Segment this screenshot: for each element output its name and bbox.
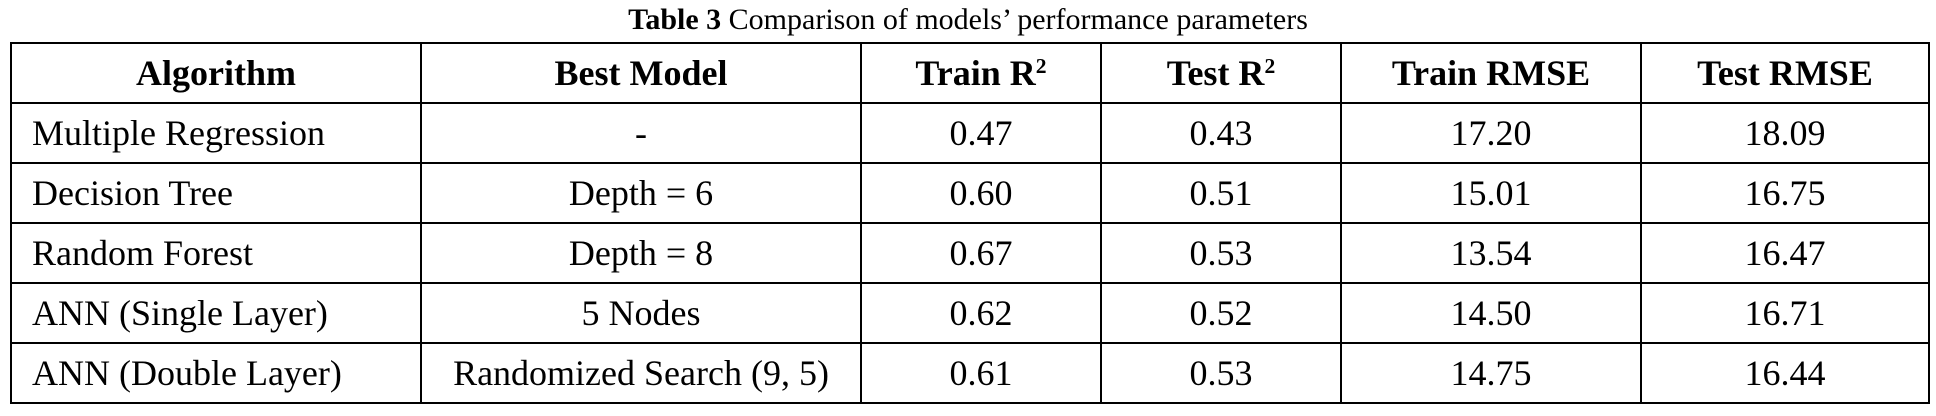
cell-test-r2: 0.43 (1100, 102, 1342, 164)
header-train-rmse: Train RMSE (1340, 42, 1642, 104)
cell-train-r2: 0.62 (860, 282, 1102, 344)
table-caption: Table 3 Comparison of models’ performanc… (0, 0, 1936, 40)
cell-algorithm: Decision Tree (10, 162, 422, 224)
cell-test-r2: 0.53 (1100, 222, 1342, 284)
table-row: ANN (Single Layer) 5 Nodes 0.62 0.52 14.… (10, 282, 1930, 344)
cell-algorithm: ANN (Single Layer) (10, 282, 422, 344)
header-test-r2: Test R2 (1100, 42, 1342, 104)
cell-train-rmse: 14.50 (1340, 282, 1642, 344)
cell-best-model: - (420, 102, 862, 164)
cell-train-r2: 0.67 (860, 222, 1102, 284)
performance-table: Algorithm Best Model Train R2 Test R2 Tr… (10, 42, 1930, 404)
cell-test-r2: 0.53 (1100, 342, 1342, 404)
table-caption-text: Comparison of models’ performance parame… (728, 3, 1308, 36)
cell-test-rmse: 16.44 (1640, 342, 1930, 404)
cell-best-model: Depth = 6 (420, 162, 862, 224)
cell-test-r2: 0.51 (1100, 162, 1342, 224)
cell-best-model: 5 Nodes (420, 282, 862, 344)
header-train-r2-superscript: 2 (1035, 54, 1047, 79)
cell-test-rmse: 16.71 (1640, 282, 1930, 344)
header-test-r2-superscript: 2 (1264, 54, 1276, 79)
cell-algorithm: Multiple Regression (10, 102, 422, 164)
table-row: Multiple Regression - 0.47 0.43 17.20 18… (10, 102, 1930, 164)
cell-train-rmse: 13.54 (1340, 222, 1642, 284)
cell-train-r2: 0.61 (860, 342, 1102, 404)
cell-train-r2: 0.47 (860, 102, 1102, 164)
cell-test-rmse: 16.47 (1640, 222, 1930, 284)
table-row: Random Forest Depth = 8 0.67 0.53 13.54 … (10, 222, 1930, 284)
cell-train-rmse: 15.01 (1340, 162, 1642, 224)
cell-train-rmse: 17.20 (1340, 102, 1642, 164)
cell-algorithm: ANN (Double Layer) (10, 342, 422, 404)
cell-test-r2: 0.52 (1100, 282, 1342, 344)
cell-test-rmse: 18.09 (1640, 102, 1930, 164)
header-algorithm: Algorithm (10, 42, 422, 104)
cell-train-rmse: 14.75 (1340, 342, 1642, 404)
table-header-row: Algorithm Best Model Train R2 Test R2 Tr… (10, 42, 1930, 104)
cell-algorithm: Random Forest (10, 222, 422, 284)
cell-best-model: Randomized Search (9, 5) (420, 342, 862, 404)
table-row: Decision Tree Depth = 6 0.60 0.51 15.01 … (10, 162, 1930, 224)
header-best-model: Best Model (420, 42, 862, 104)
cell-test-rmse: 16.75 (1640, 162, 1930, 224)
header-test-rmse: Test RMSE (1640, 42, 1930, 104)
table-caption-label: Table 3 (628, 3, 722, 36)
header-train-r2: Train R2 (860, 42, 1102, 104)
cell-train-r2: 0.60 (860, 162, 1102, 224)
cell-best-model: Depth = 8 (420, 222, 862, 284)
table-row: ANN (Double Layer) Randomized Search (9,… (10, 342, 1930, 404)
